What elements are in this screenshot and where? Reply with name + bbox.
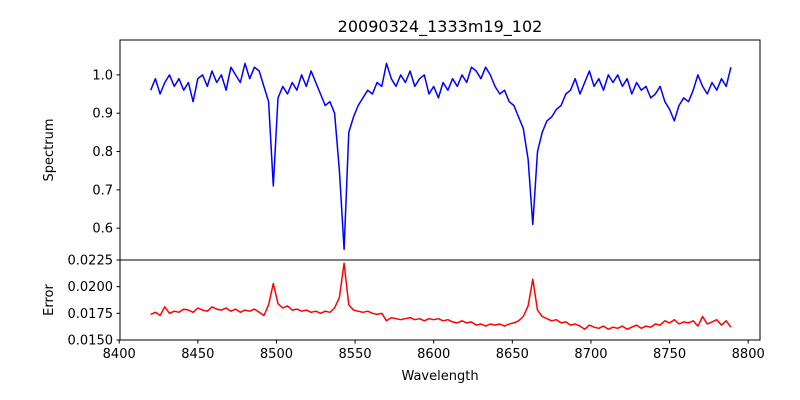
y-tick-label: 1.0 [92,68,113,83]
y-tick-label: 0.9 [92,107,113,122]
x-tick-label: 8450 [181,347,214,362]
error-axes: 0.0150 0.0175 0.0200 0.0225 8400 8450 8500 8550… [68,254,765,363]
x-tick-label: 8550 [339,347,372,362]
top-y-axis-label: Spectrum [42,119,57,182]
x-tick-label: 8500 [260,347,293,362]
y-tick-label: 0.0200 [68,280,114,295]
chart-title: 20090324_1333m19_102 [338,17,543,37]
spectrum-line [150,62,732,251]
y-tick-label: 0.7 [92,183,113,198]
x-tick-label: 8400 [103,347,136,362]
y-tick-label: 0.0175 [68,307,114,322]
x-axis-label: Wavelength [401,369,478,384]
y-tick-label: 0.0225 [68,254,114,269]
x-tick-label: 8700 [574,347,607,362]
x-tick-label: 8650 [496,347,529,362]
error-line [150,262,732,331]
y-tick-label: 0.0150 [68,334,114,349]
bottom-y-axis-label: Error [42,284,57,316]
x-tick-label: 8600 [417,347,450,362]
y-tick-label: 0.6 [92,222,113,237]
axes-frame [119,39,761,261]
y-tick-label: 0.8 [92,145,113,160]
x-tick-label: 8750 [653,347,686,362]
x-tick-label: 8800 [732,347,765,362]
spectrum-axes: 0.6 0.7 0.8 0.9 1.0 [92,39,761,261]
axes-frame [119,259,761,341]
